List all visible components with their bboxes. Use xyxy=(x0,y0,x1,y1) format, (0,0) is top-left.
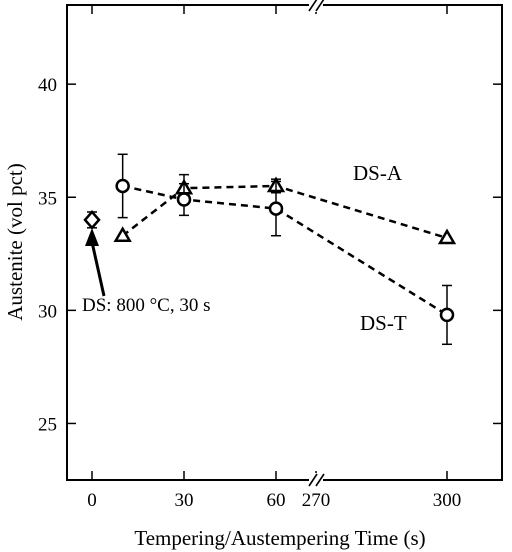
y-tick-label: 40 xyxy=(38,75,57,96)
y-tick-label: 30 xyxy=(38,301,57,322)
data-point-circle xyxy=(176,192,192,207)
data-point-circle xyxy=(115,178,130,194)
annotation-text: DS: 800 °C, 30 s xyxy=(82,295,210,316)
plot-frame xyxy=(66,4,503,481)
axis-break-bottom xyxy=(308,473,325,487)
series-label-ds-a: DS-A xyxy=(353,161,403,185)
annotation-arrow xyxy=(90,241,106,297)
series-label-ds-t: DS-T xyxy=(360,311,407,335)
series-line-2 xyxy=(122,184,448,316)
data-point-circle xyxy=(439,307,455,323)
y-tick-label: 25 xyxy=(38,414,57,435)
ticks: 25 30 35 40 0 30 60 270 300 xyxy=(38,5,502,511)
x-tick-label: 0 xyxy=(87,490,97,511)
series: DS-A DS-T xyxy=(83,153,457,346)
series-line-1 xyxy=(121,184,448,240)
data-point-triangle xyxy=(113,226,132,242)
axis-break-top xyxy=(308,0,325,12)
x-tick-label: 270 xyxy=(302,490,331,511)
annotations: DS: 800 °C, 30 s xyxy=(82,228,210,316)
data-point-diamond xyxy=(83,209,101,230)
x-axis-title: Tempering/Austempering Time (s) xyxy=(134,526,425,550)
data-point-triangle xyxy=(437,228,457,245)
x-tick-label: 30 xyxy=(175,490,194,511)
y-tick-label: 35 xyxy=(38,188,57,209)
y-axis-title: Austenite (vol pct) xyxy=(3,163,27,320)
x-tick-label: 60 xyxy=(267,490,286,511)
x-tick-label: 300 xyxy=(433,490,462,511)
data-point-circle xyxy=(268,201,284,216)
annotation-arrowhead xyxy=(85,228,99,246)
